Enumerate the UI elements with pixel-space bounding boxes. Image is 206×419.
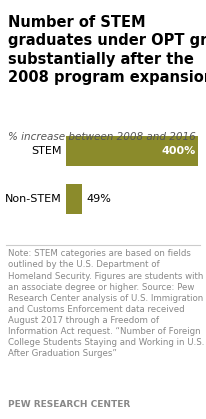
Text: Number of STEM
graduates under OPT grew
substantially after the
2008 program exp: Number of STEM graduates under OPT grew … xyxy=(8,15,206,85)
Text: 49%: 49% xyxy=(86,194,111,204)
Text: % increase between 2008 and 2016: % increase between 2008 and 2016 xyxy=(8,132,196,142)
FancyBboxPatch shape xyxy=(66,184,82,214)
Text: PEW RESEARCH CENTER: PEW RESEARCH CENTER xyxy=(8,400,130,409)
Text: STEM: STEM xyxy=(31,146,62,156)
Text: Non-STEM: Non-STEM xyxy=(5,194,62,204)
Text: Note: STEM categories are based on fields outlined by the U.S. Department of Hom: Note: STEM categories are based on field… xyxy=(8,249,205,358)
FancyBboxPatch shape xyxy=(66,136,198,166)
Text: 400%: 400% xyxy=(162,146,196,156)
